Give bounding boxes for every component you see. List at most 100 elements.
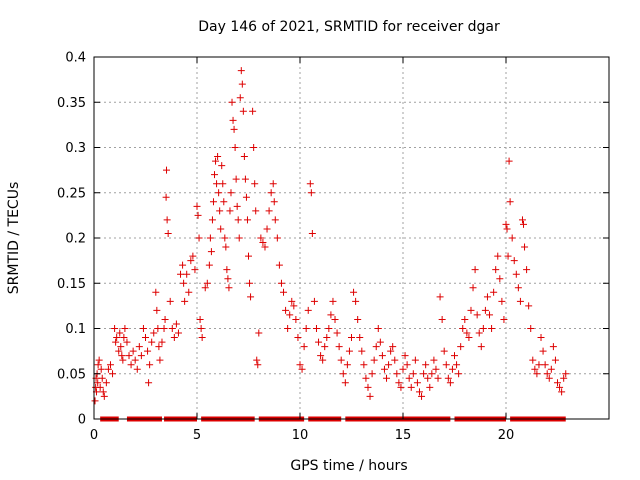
data-point: [339, 370, 347, 378]
data-point: [226, 207, 234, 215]
data-point: [494, 252, 502, 260]
data-point: [163, 166, 171, 174]
data-point: [477, 343, 485, 351]
data-point: [227, 189, 235, 197]
data-point: [354, 315, 362, 323]
data-point: [164, 229, 172, 237]
data-point: [153, 306, 161, 314]
data-point: [249, 107, 257, 115]
data-point: [195, 234, 203, 242]
data-point: [453, 361, 461, 369]
data-point: [312, 325, 320, 332]
data-point: [215, 189, 223, 197]
data-point: [378, 352, 386, 360]
y-tick-label: 0.2: [65, 232, 86, 247]
data-point: [228, 98, 236, 106]
data-point: [527, 325, 535, 332]
data-point: [198, 334, 206, 342]
data-point: [467, 306, 475, 314]
y-tick-label: 0.3: [65, 141, 86, 156]
data-point: [411, 356, 419, 364]
data-point: [539, 347, 547, 355]
data-point: [148, 338, 156, 346]
data-point: [219, 180, 227, 188]
data-point: [341, 379, 349, 387]
data-point: [251, 180, 259, 188]
data-point: [514, 284, 522, 292]
data-point: [193, 202, 201, 210]
data-point: [183, 270, 191, 278]
data-point: [415, 388, 423, 396]
data-point: [471, 266, 479, 274]
data-point: [459, 325, 467, 332]
data-point: [241, 175, 249, 183]
data-point: [170, 334, 178, 342]
data-point: [451, 352, 458, 360]
data-point: [510, 257, 518, 265]
data-point: [325, 325, 333, 332]
data-point: [473, 311, 481, 319]
data-point: [104, 365, 112, 373]
data-point: [298, 365, 306, 373]
data-point: [254, 361, 262, 369]
data-point: [362, 374, 370, 382]
data-point: [116, 329, 124, 337]
data-point: [112, 338, 120, 346]
data-point: [139, 325, 147, 332]
data-point: [197, 325, 205, 332]
data-point: [245, 252, 252, 260]
data-point: [282, 306, 290, 314]
data-point: [490, 288, 498, 296]
data-point: [224, 275, 232, 283]
data-point: [94, 361, 102, 369]
data-point: [235, 234, 243, 242]
data-point: [387, 347, 395, 355]
data-point: [465, 334, 473, 342]
data-point: [481, 306, 489, 314]
data-point: [505, 157, 513, 165]
data-point: [191, 266, 199, 274]
data-point: [358, 347, 366, 355]
data-point: [523, 266, 531, 274]
data-point: [331, 315, 339, 323]
data-point: [163, 216, 171, 224]
data-point: [267, 189, 275, 197]
y-tick-label: 0: [78, 413, 86, 428]
data-point: [321, 343, 329, 351]
data-point: [520, 220, 528, 228]
data-point: [217, 225, 225, 233]
data-point: [475, 329, 483, 337]
chart-title: Day 146 of 2021, SRMTID for receiver dga…: [198, 19, 500, 35]
x-tick-label: 0: [90, 428, 98, 443]
x-tick-label: 5: [193, 428, 201, 443]
data-point: [232, 175, 240, 183]
data-point: [179, 261, 187, 269]
data-point: [145, 379, 153, 387]
data-point: [432, 365, 440, 373]
data-point: [549, 343, 557, 351]
data-points: [91, 67, 570, 405]
data-point: [259, 239, 267, 247]
data-point: [222, 243, 230, 251]
data-point: [127, 361, 135, 369]
y-axis-label: SRMTID / TECUs: [6, 182, 22, 295]
data-point: [102, 379, 110, 387]
data-point: [144, 347, 152, 355]
data-point: [263, 225, 271, 233]
data-point: [304, 306, 312, 314]
data-point: [479, 325, 487, 332]
data-point: [189, 252, 197, 260]
data-point: [146, 361, 154, 369]
data-point: [177, 270, 185, 278]
data-point: [430, 356, 438, 364]
data-point: [409, 370, 417, 378]
data-point: [216, 207, 224, 215]
data-point: [230, 125, 238, 133]
data-point: [360, 361, 368, 369]
data-point: [98, 374, 106, 382]
data-point: [554, 379, 561, 387]
data-point: [560, 374, 568, 382]
data-point: [97, 365, 105, 373]
data-point: [121, 325, 129, 332]
